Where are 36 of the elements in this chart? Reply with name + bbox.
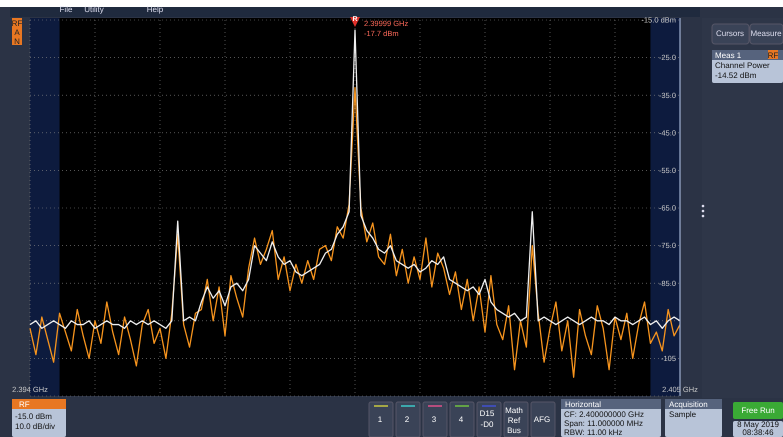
text: -14.52 dBm xyxy=(715,71,757,80)
text: 1 xyxy=(378,415,383,424)
text: -15.0 dBm xyxy=(15,412,52,421)
text: Math xyxy=(505,406,523,415)
text: Span: 11.000000 MHz xyxy=(564,419,644,428)
line-series xyxy=(29,87,681,378)
text: Meas 1 xyxy=(715,51,742,60)
text: Cursors xyxy=(716,29,744,38)
text: 2 xyxy=(404,415,410,424)
text: Channel Power xyxy=(715,61,770,70)
text: Acquisition xyxy=(669,400,708,409)
text: Help xyxy=(146,5,164,14)
text: N xyxy=(14,37,20,46)
text: D15 xyxy=(480,409,495,418)
text: Utility xyxy=(84,5,104,14)
text: AFG xyxy=(534,415,550,424)
line-series xyxy=(29,30,681,329)
text: -D0 xyxy=(480,420,494,429)
text: 3 xyxy=(432,415,437,424)
text: Measure xyxy=(750,29,782,38)
text: A xyxy=(14,28,20,37)
text: RF xyxy=(19,400,30,409)
text: 4 xyxy=(458,415,464,424)
text: 8 May 2019 xyxy=(737,420,780,429)
text: File xyxy=(60,5,73,14)
text: RF xyxy=(768,51,778,60)
text: 10.0 dB/div xyxy=(15,422,56,431)
text: Ref xyxy=(508,416,521,425)
text: RBW: 11.00 kHz xyxy=(564,428,622,437)
text: CF: 2.400000000 GHz xyxy=(564,410,644,419)
text: Sample xyxy=(669,410,697,419)
text: RF xyxy=(12,19,22,28)
text: Horizontal xyxy=(565,400,602,409)
text: Bus xyxy=(507,426,521,435)
text: Free Run xyxy=(741,406,775,415)
text: 08:38:46 xyxy=(742,428,774,437)
